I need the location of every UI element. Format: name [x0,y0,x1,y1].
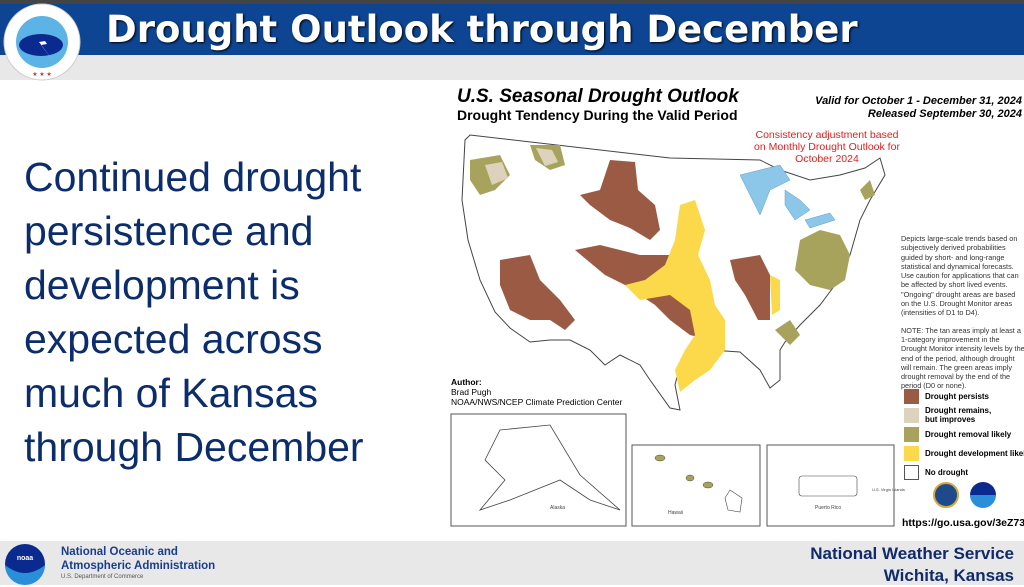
hawaii-label: Hawaii [668,510,683,516]
release-date: Released September 30, 2024 [867,108,1022,120]
puerto-rico-label: Puerto Rico [815,505,841,511]
hawaii-inset [631,444,761,527]
drought-persists-area [500,160,848,340]
legend-label: No drought [925,467,969,477]
legend: Drought persists Drought remains, but im… [904,387,1024,482]
noaa-seal-icon [970,482,996,508]
virgin-islands-label: U.S. Virgin Islands [872,487,905,492]
header-subband [0,55,1024,80]
author-name: Brad Pugh [451,387,492,397]
legend-item: No drought [904,463,1024,481]
svg-text:noaa: noaa [17,555,33,562]
drought-improves-area [485,148,558,185]
legend-item: Drought persists [904,387,1024,405]
commerce-seal-icon [933,482,959,508]
office-line2: Wichita, Kansas [883,566,1014,585]
legend-label: Drought removal likely [925,429,1012,439]
noaa-line2: Atmospheric Administration [61,560,216,572]
office-line1: National Weather Service [810,544,1014,563]
valid-dates: Valid for October 1 - December 31, 2024 … [815,95,1022,121]
legend-label: Drought development likely [925,448,1024,458]
page-title: Drought Outlook through December [106,8,858,51]
conus-map: Alaska Hawaii Puerto Rico U.S. Virgin Is… [450,134,905,527]
noaa-logo-icon: noaa [5,544,45,585]
swatch-improves [904,407,919,423]
legend-item: Drought removal likely [904,425,1024,443]
nws-office: National Weather Service Wichita, Kansas [810,543,1014,587]
author-org: NOAA/NWS/NCEP Climate Prediction Center [451,397,623,407]
swatch-no-drought [904,464,919,480]
summary-text: Continued drought persistence and develo… [24,154,364,470]
drought-outlook-map: U.S. Seasonal Drought Outlook Drought Te… [440,80,1024,532]
map-description: Depicts large-scale trends based on subj… [901,234,1024,391]
author-label: Author: [451,377,482,387]
legend-label: Drought remains, but improves [925,406,992,424]
alaska-inset [450,413,627,527]
consistency-note: Consistency adjustment based on Monthly … [754,129,900,165]
nws-logo-icon: ★ ★ ★ [3,3,81,81]
author-block: Author: Brad Pugh NOAA/NWS/NCEP Climate … [451,377,622,407]
drought-development-area [625,200,780,392]
footer [0,541,1024,585]
outlook-link[interactable]: https://go.usa.gov/3eZ73 [902,517,1024,529]
legend-label: Drought persists [925,391,990,401]
description-text: Depicts large-scale trends based on subj… [901,234,1019,318]
map-subtitle: Drought Tendency During the Valid Period [457,107,738,123]
noaa-dept: U.S. Department of Commerce [61,574,144,580]
note-text: NOTE: The tan areas imply at least a 1-c… [901,325,1024,391]
swatch-persists [904,388,919,404]
great-lakes [739,164,836,229]
legend-item: Drought development likely [904,444,1024,462]
swatch-removal [904,426,919,442]
header-banner [0,4,1024,55]
top-bar [0,0,1024,4]
map-title: U.S. Seasonal Drought Outlook [457,86,739,107]
svg-text:★ ★ ★: ★ ★ ★ [32,71,51,78]
legend-item: Drought remains, but improves [904,406,1024,424]
valid-period: Valid for October 1 - December 31, 2024 [815,95,1022,107]
noaa-name: National Oceanic and Atmospheric Adminis… [61,545,215,573]
alaska-label: Alaska [550,505,565,511]
noaa-line1: National Oceanic and [61,546,178,558]
swatch-development [904,445,919,461]
